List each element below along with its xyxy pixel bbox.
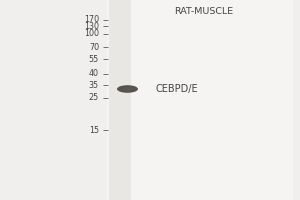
Text: 70: 70 [89, 43, 99, 52]
Bar [109, 0, 131, 200]
Text: 25: 25 [89, 94, 99, 102]
Text: CEBPD/E: CEBPD/E [156, 84, 199, 94]
Ellipse shape [117, 85, 138, 93]
Text: 170: 170 [84, 16, 99, 24]
Bar [106, 0, 292, 200]
Text: 130: 130 [84, 22, 99, 31]
Text: 55: 55 [89, 55, 99, 64]
Text: RAT-MUSCLE: RAT-MUSCLE [174, 7, 234, 16]
Ellipse shape [123, 87, 134, 91]
Text: 15: 15 [89, 126, 99, 135]
Text: 100: 100 [84, 29, 99, 38]
Text: 35: 35 [89, 81, 99, 90]
Text: 40: 40 [89, 70, 99, 78]
